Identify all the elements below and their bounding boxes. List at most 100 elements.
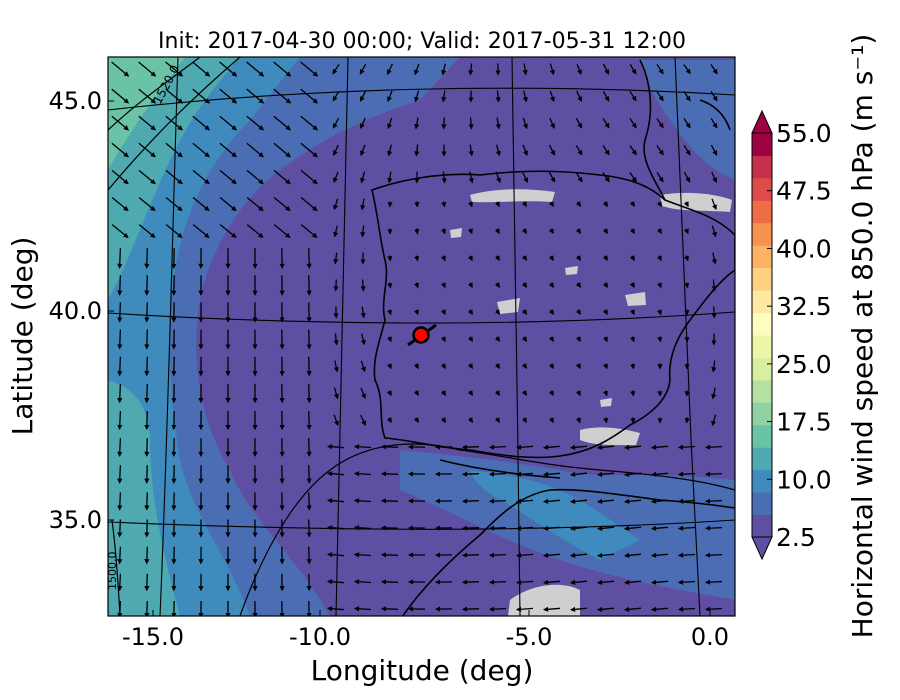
wind-arrow bbox=[575, 172, 583, 183]
wind-arrow bbox=[494, 417, 500, 423]
wind-arrow bbox=[623, 471, 642, 477]
wind-arrow bbox=[657, 309, 663, 316]
wind-arrow bbox=[711, 225, 717, 238]
wind-arrow bbox=[596, 552, 615, 558]
wind-arrow bbox=[246, 61, 265, 77]
wind-arrow bbox=[387, 255, 393, 262]
wind-arrow bbox=[656, 282, 662, 289]
colorbar-tick-label: 17.5 bbox=[776, 408, 832, 437]
wind-arrow bbox=[602, 201, 608, 207]
colorbar-tick-label: 55.0 bbox=[776, 119, 832, 148]
wind-arrow bbox=[144, 248, 150, 269]
wind-arrow bbox=[461, 552, 480, 558]
wind-arrow bbox=[623, 606, 642, 612]
wind-arrow bbox=[467, 282, 473, 289]
wind-arrow bbox=[117, 546, 123, 565]
wind-arrow bbox=[569, 471, 588, 477]
wind-arrow bbox=[360, 171, 366, 184]
wind-arrow bbox=[576, 417, 581, 424]
wind-arrow bbox=[629, 172, 637, 183]
wind-arrow bbox=[306, 302, 312, 323]
wind-arrow bbox=[569, 552, 588, 558]
wind-arrow bbox=[542, 606, 561, 612]
wind-arrow bbox=[332, 90, 340, 102]
wind-arrow bbox=[111, 169, 129, 185]
wind-arrow bbox=[684, 255, 689, 262]
x-tick-label: 0.0 bbox=[691, 623, 729, 651]
axis-ticks bbox=[108, 100, 711, 616]
wind-arrow bbox=[575, 144, 583, 156]
wind-arrow bbox=[414, 144, 420, 157]
wind-arrow bbox=[300, 196, 318, 212]
wind-arrow bbox=[461, 579, 480, 585]
wind-arrow bbox=[306, 438, 312, 457]
wind-arrow bbox=[144, 600, 150, 616]
wind-arrow bbox=[684, 417, 690, 424]
wind-arrow bbox=[629, 118, 637, 129]
wind-arrow bbox=[575, 390, 581, 397]
wind-arrow bbox=[333, 171, 339, 184]
wind-arrow bbox=[192, 142, 210, 158]
wind-arrow bbox=[333, 333, 339, 346]
wind-arrow bbox=[704, 498, 723, 504]
wind-arrow bbox=[494, 255, 500, 262]
wind-arrow bbox=[117, 356, 123, 377]
wind-arrow bbox=[333, 279, 339, 292]
wind-arrow bbox=[360, 144, 366, 157]
colorbar-segment bbox=[752, 379, 772, 403]
wind-arrow bbox=[387, 309, 393, 316]
wind-arrow bbox=[569, 525, 588, 531]
wind-arrow bbox=[704, 606, 723, 612]
wind-arrow bbox=[596, 444, 615, 450]
wind-arrow bbox=[117, 438, 123, 457]
colorbar-segment bbox=[752, 402, 772, 426]
wind-arrow bbox=[548, 309, 554, 315]
colorbar-segment bbox=[752, 424, 772, 448]
wind-arrow bbox=[548, 417, 554, 424]
wind-arrow bbox=[602, 363, 608, 370]
wind-arrow bbox=[333, 360, 339, 373]
colorbar-ticks: 55.0 47.5 40.0 32.5 25.0 17.5 10.0 2.5 bbox=[767, 119, 832, 552]
wind-arrow bbox=[117, 383, 123, 404]
wind-arrow bbox=[468, 201, 473, 208]
wind-arrow bbox=[144, 546, 150, 565]
wind-arrow bbox=[326, 579, 345, 585]
wind-arrow bbox=[333, 225, 339, 238]
wind-arrow bbox=[515, 525, 534, 531]
wind-arrow bbox=[246, 115, 265, 131]
wind-arrow bbox=[360, 360, 366, 373]
wind-arrow bbox=[549, 90, 555, 103]
wind-arrow bbox=[165, 142, 183, 158]
wind-arrow bbox=[468, 171, 474, 184]
wind-arrow bbox=[192, 169, 210, 185]
colorbar-tick-label: 25.0 bbox=[776, 350, 832, 379]
wind-arrow bbox=[569, 579, 588, 585]
wind-arrow bbox=[515, 579, 534, 585]
wind-arrow bbox=[542, 552, 561, 558]
wind-arrow bbox=[326, 525, 345, 531]
wind-arrow bbox=[440, 390, 446, 396]
wind-arrow bbox=[602, 90, 610, 102]
wind-arrow bbox=[219, 115, 238, 131]
wind-arrow bbox=[515, 552, 534, 558]
wind-arrow bbox=[117, 248, 123, 269]
wind-arrow bbox=[623, 498, 642, 504]
wind-arrow bbox=[623, 444, 642, 450]
wind-arrow bbox=[711, 414, 717, 427]
wind-arrow bbox=[522, 117, 528, 130]
wind-arrow bbox=[623, 552, 642, 558]
wind-arrow bbox=[522, 144, 528, 157]
colorbar-segment bbox=[752, 290, 772, 314]
wind-arrow bbox=[413, 417, 419, 423]
wind-arrow bbox=[414, 282, 419, 289]
wind-arrow bbox=[467, 336, 473, 342]
map-title: Init: 2017-04-30 00:00; Valid: 2017-05-3… bbox=[158, 29, 686, 54]
wind-arrow bbox=[306, 383, 312, 404]
colorbar-tick-label: 32.5 bbox=[776, 292, 832, 321]
colorbar-extend-max bbox=[751, 109, 773, 134]
wind-arrow bbox=[522, 171, 528, 183]
wind-arrow bbox=[413, 390, 419, 396]
wind-arrow bbox=[677, 498, 696, 504]
wind-arrow bbox=[542, 525, 561, 531]
wind-arrow bbox=[629, 255, 635, 262]
